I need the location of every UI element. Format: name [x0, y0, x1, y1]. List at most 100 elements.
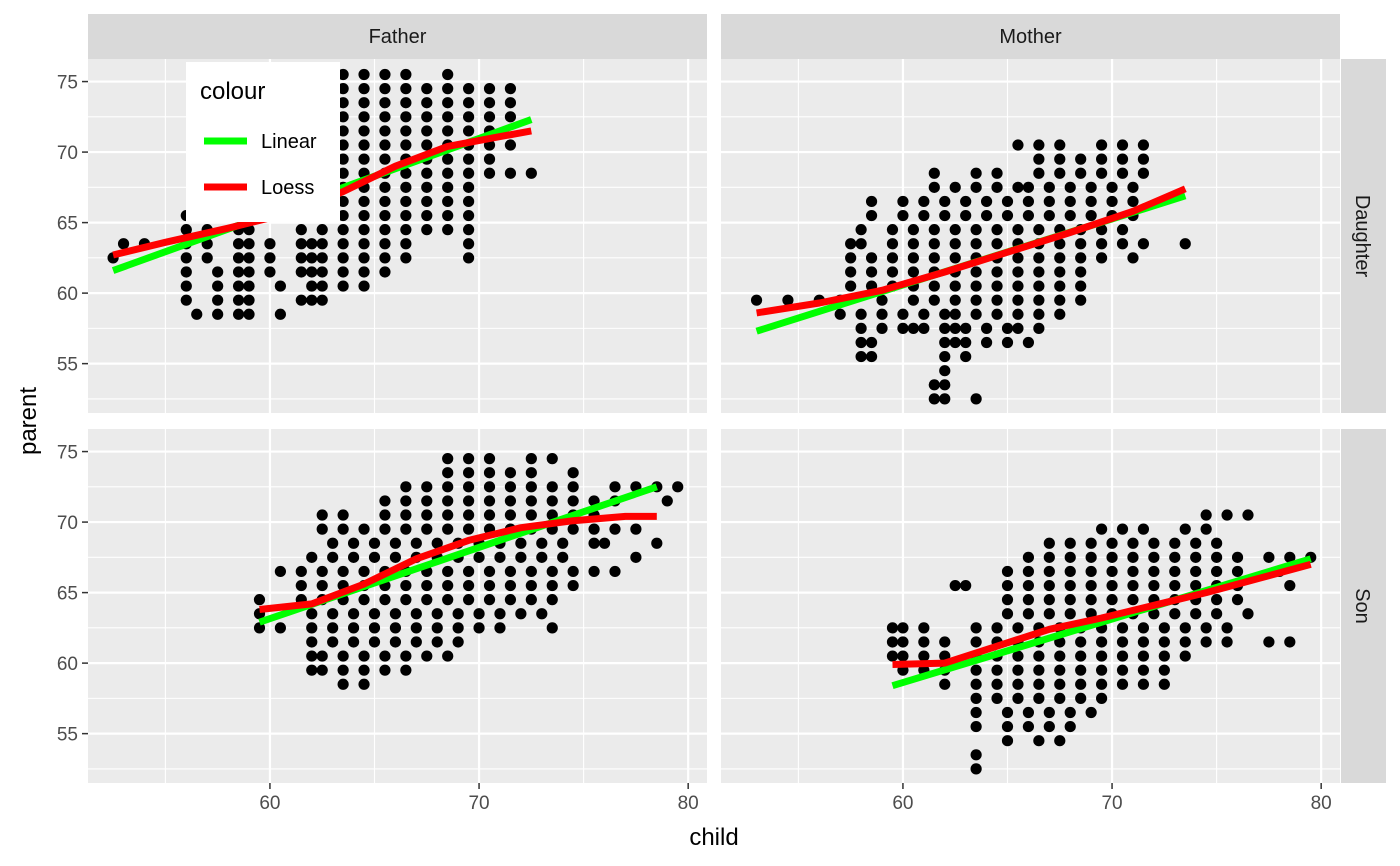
data-point: [358, 238, 370, 250]
data-point: [180, 294, 192, 306]
data-point: [1033, 294, 1045, 306]
data-point: [1231, 565, 1244, 578]
data-point: [358, 209, 370, 222]
data-point: [1106, 579, 1118, 592]
data-point: [609, 565, 621, 578]
data-point: [1012, 322, 1024, 334]
data-point: [672, 481, 684, 493]
data-point: [473, 622, 485, 634]
data-point: [567, 565, 579, 578]
data-point: [337, 650, 349, 662]
data-point: [463, 153, 475, 165]
data-point: [1096, 224, 1108, 236]
data-point: [1022, 209, 1035, 222]
panel-background: [88, 429, 707, 783]
data-point: [337, 83, 349, 95]
data-point: [970, 706, 982, 719]
data-point: [1158, 636, 1170, 648]
data-point: [1001, 322, 1014, 334]
data-point: [1001, 735, 1014, 747]
data-point: [264, 252, 276, 264]
data-point: [907, 238, 919, 250]
data-point: [442, 509, 454, 521]
data-point: [1075, 664, 1087, 676]
data-point: [316, 224, 328, 236]
x-axis-title: child: [689, 824, 738, 851]
data-point: [368, 636, 381, 648]
data-point: [1211, 537, 1223, 549]
data-point: [865, 336, 878, 349]
data-point: [1116, 238, 1129, 250]
data-point: [970, 266, 982, 278]
data-point: [368, 608, 381, 620]
data-point: [515, 551, 527, 563]
data-point: [400, 495, 412, 507]
panels-layer: [88, 59, 1340, 783]
data-point: [855, 308, 867, 320]
facet-strips: Father Mother Daughter Son: [88, 14, 1386, 783]
data-point: [960, 195, 972, 208]
data-point: [1001, 579, 1014, 592]
data-point: [525, 579, 537, 592]
data-point: [504, 83, 517, 95]
data-point: [1075, 692, 1087, 704]
data-point: [1179, 523, 1191, 535]
data-point: [463, 111, 475, 123]
data-point: [463, 579, 475, 592]
data-point: [232, 294, 245, 306]
data-point: [1200, 622, 1212, 634]
data-point: [504, 579, 517, 592]
data-point: [452, 622, 464, 634]
data-point: [1116, 153, 1129, 165]
points: [750, 139, 1191, 405]
data-point: [347, 551, 360, 563]
data-point: [1096, 678, 1108, 690]
data-point: [358, 111, 370, 123]
data-point: [463, 453, 475, 465]
data-point: [337, 678, 349, 690]
data-point: [1169, 551, 1181, 563]
data-point: [264, 238, 276, 250]
data-point: [1012, 664, 1024, 676]
data-point: [1200, 636, 1212, 648]
data-point: [1190, 579, 1202, 592]
data-point: [379, 238, 391, 250]
data-point: [421, 523, 433, 535]
data-point: [1054, 238, 1066, 250]
data-point: [410, 622, 422, 634]
data-point: [939, 379, 951, 391]
data-point: [463, 523, 475, 535]
data-point: [1085, 551, 1097, 563]
data-point: [918, 308, 930, 320]
data-point: [855, 238, 867, 250]
data-point: [1096, 650, 1108, 662]
data-point: [463, 181, 475, 193]
data-point: [1085, 579, 1097, 592]
data-point: [421, 224, 433, 236]
data-point: [421, 111, 433, 123]
data-point: [306, 608, 318, 620]
strip-label-son: Son: [1351, 588, 1373, 624]
data-point: [379, 125, 391, 137]
data-point: [452, 608, 464, 620]
data-point: [442, 153, 454, 165]
panel-father-daughter: [88, 59, 707, 413]
legend-label-linear: Linear: [261, 131, 317, 153]
legend: colour Linear Loess: [186, 62, 340, 222]
data-point: [327, 636, 339, 648]
data-point: [876, 322, 888, 334]
data-point: [845, 280, 857, 292]
data-point: [1085, 209, 1097, 222]
data-point: [1137, 139, 1150, 151]
data-point: [274, 622, 286, 634]
data-point: [1001, 706, 1014, 719]
data-point: [1106, 181, 1118, 193]
data-point: [243, 252, 255, 264]
data-point: [1012, 622, 1024, 634]
y-tick-label: 70: [57, 143, 78, 164]
data-point: [463, 252, 475, 264]
data-point: [1148, 608, 1160, 620]
data-point: [928, 181, 940, 193]
data-point: [1043, 608, 1055, 620]
data-point: [358, 224, 370, 236]
